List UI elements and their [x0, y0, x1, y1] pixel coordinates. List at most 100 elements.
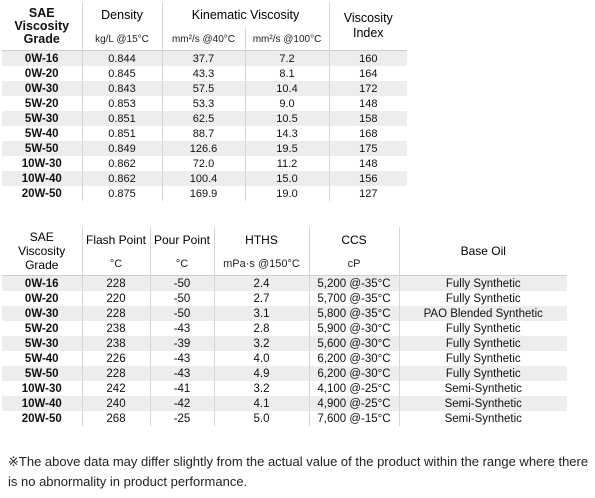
cell-grade: 10W-30 — [2, 381, 82, 396]
cell-pour: -43 — [149, 366, 214, 381]
cell-vi: 168 — [328, 126, 408, 141]
header-kinematic-viscosity: Kinematic Viscosity — [161, 2, 330, 28]
cell-ccs: 6,200 @-30°C — [308, 351, 399, 366]
cell-hths: 2.8 — [213, 321, 309, 336]
cell-kv40: 62.5 — [161, 111, 245, 126]
cell-base: Fully Synthetic — [398, 336, 567, 351]
cell-base: PAO Blended Synthetic — [398, 306, 567, 321]
table-row: 10W-40 0.862 100.4 15.0 156 — [2, 171, 408, 186]
viscosity-table: SAE Viscosity Grade Density Kinematic Vi… — [2, 2, 408, 201]
cell-grade: 5W-40 — [2, 126, 82, 141]
unit-kv40: mm²/s @40°C — [161, 28, 245, 51]
header-base-oil: Base Oil — [398, 227, 567, 276]
cell-vi: 175 — [328, 141, 408, 156]
cell-pour: -39 — [149, 336, 214, 351]
cell-hths: 5.0 — [213, 411, 309, 426]
header-sae-grade-2: SAE Viscosity Grade — [18, 230, 66, 272]
unit-ccs: cP — [308, 252, 399, 276]
cell-density: 0.844 — [81, 50, 162, 66]
cell-kv40: 57.5 — [161, 81, 245, 96]
cell-base: Fully Synthetic — [398, 275, 567, 291]
table-row: 5W-30 238 -39 3.2 5,600 @-30°C Fully Syntheti… — [2, 336, 567, 351]
cell-pour: -50 — [149, 291, 214, 306]
header-flash-point: Flash Point — [81, 227, 150, 252]
cell-pour: -50 — [149, 275, 214, 291]
cell-kv100: 9.0 — [244, 96, 330, 111]
cell-density: 0.845 — [81, 66, 162, 81]
cell-vi: 172 — [328, 81, 408, 96]
cell-flash: 238 — [81, 321, 150, 336]
cell-flash: 242 — [81, 381, 150, 396]
cell-grade: 5W-20 — [2, 321, 82, 336]
cell-grade: 0W-20 — [2, 66, 82, 81]
cell-ccs: 5,800 @-35°C — [308, 306, 399, 321]
table-row: 0W-16 0.844 37.7 7.2 160 — [2, 50, 408, 66]
cell-kv40: 169.9 — [161, 186, 245, 201]
cell-grade: 20W-50 — [2, 411, 82, 426]
table-row: 5W-40 226 -43 4.0 6,200 @-30°C Fully Syntheti… — [2, 351, 567, 366]
cell-base: Fully Synthetic — [398, 366, 567, 381]
cell-flash: 228 — [81, 275, 150, 291]
cell-hths: 4.1 — [213, 396, 309, 411]
cell-kv100: 19.0 — [244, 186, 330, 201]
cell-vi: 127 — [328, 186, 408, 201]
cell-kv100: 10.5 — [244, 111, 330, 126]
table-row: 5W-20 238 -43 2.8 5,900 @-30°C Fully Syntheti… — [2, 321, 567, 336]
unit-density: kg/L @15°C — [81, 28, 162, 51]
cell-pour: -43 — [149, 321, 214, 336]
cell-kv40: 100.4 — [161, 171, 245, 186]
cell-pour: -50 — [149, 306, 214, 321]
table-row: 0W-20 220 -50 2.7 5,700 @-35°C Fully Syntheti… — [2, 291, 567, 306]
cell-kv100: 14.3 — [244, 126, 330, 141]
cell-kv40: 88.7 — [161, 126, 245, 141]
cell-grade: 0W-16 — [2, 50, 82, 66]
cell-ccs: 5,900 @-30°C — [308, 321, 399, 336]
cell-vi: 156 — [328, 171, 408, 186]
cell-kv100: 7.2 — [244, 50, 330, 66]
cell-density: 0.862 — [81, 156, 162, 171]
cell-ccs: 5,200 @-35°C — [308, 275, 399, 291]
cell-grade: 0W-20 — [2, 291, 82, 306]
cell-hths: 3.2 — [213, 381, 309, 396]
cell-kv100: 11.2 — [244, 156, 330, 171]
cell-density: 0.853 — [81, 96, 162, 111]
cell-kv100: 19.5 — [244, 141, 330, 156]
cell-kv40: 43.3 — [161, 66, 245, 81]
table-row: 0W-30 0.843 57.5 10.4 172 — [2, 81, 408, 96]
cell-kv100: 15.0 — [244, 171, 330, 186]
table-row: 5W-30 0.851 62.5 10.5 158 — [2, 111, 408, 126]
unit-kv100: mm²/s @100°C — [244, 28, 330, 51]
cell-hths: 2.4 — [213, 275, 309, 291]
unit-hths: mPa·s @150°C — [213, 252, 309, 276]
disclaimer-note: ※The above data may differ slightly from… — [8, 454, 589, 489]
cell-density: 0.851 — [81, 126, 162, 141]
cell-hths: 3.1 — [213, 306, 309, 321]
header-ccs: CCS — [308, 227, 399, 252]
cell-vi: 158 — [328, 111, 408, 126]
header-hths: HTHS — [213, 227, 309, 252]
header-density: Density — [81, 2, 162, 28]
table-row: 20W-50 0.875 169.9 19.0 127 — [2, 186, 408, 201]
cell-kv100: 10.4 — [244, 81, 330, 96]
cell-base: Fully Synthetic — [398, 291, 567, 306]
cell-ccs: 7,600 @-15°C — [308, 411, 399, 426]
cell-grade: 0W-30 — [2, 306, 82, 321]
cell-flash: 268 — [81, 411, 150, 426]
cell-kv40: 72.0 — [161, 156, 245, 171]
cell-kv40: 37.7 — [161, 50, 245, 66]
cell-pour: -41 — [149, 381, 214, 396]
table-row: 5W-50 228 -43 4.9 6,200 @-30°C Fully Syntheti… — [2, 366, 567, 381]
cell-ccs: 5,600 @-30°C — [308, 336, 399, 351]
cell-flash: 220 — [81, 291, 150, 306]
cell-grade: 20W-50 — [2, 186, 82, 201]
cell-ccs: 4,900 @-25°C — [308, 396, 399, 411]
cell-flash: 228 — [81, 366, 150, 381]
cell-grade: 0W-30 — [2, 81, 82, 96]
cell-ccs: 4,100 @-25°C — [308, 381, 399, 396]
cell-density: 0.862 — [81, 171, 162, 186]
cell-pour: -25 — [149, 411, 214, 426]
cell-base: Fully Synthetic — [398, 351, 567, 366]
cell-hths: 4.9 — [213, 366, 309, 381]
cell-grade: 5W-50 — [2, 366, 82, 381]
cell-base: Fully Synthetic — [398, 321, 567, 336]
